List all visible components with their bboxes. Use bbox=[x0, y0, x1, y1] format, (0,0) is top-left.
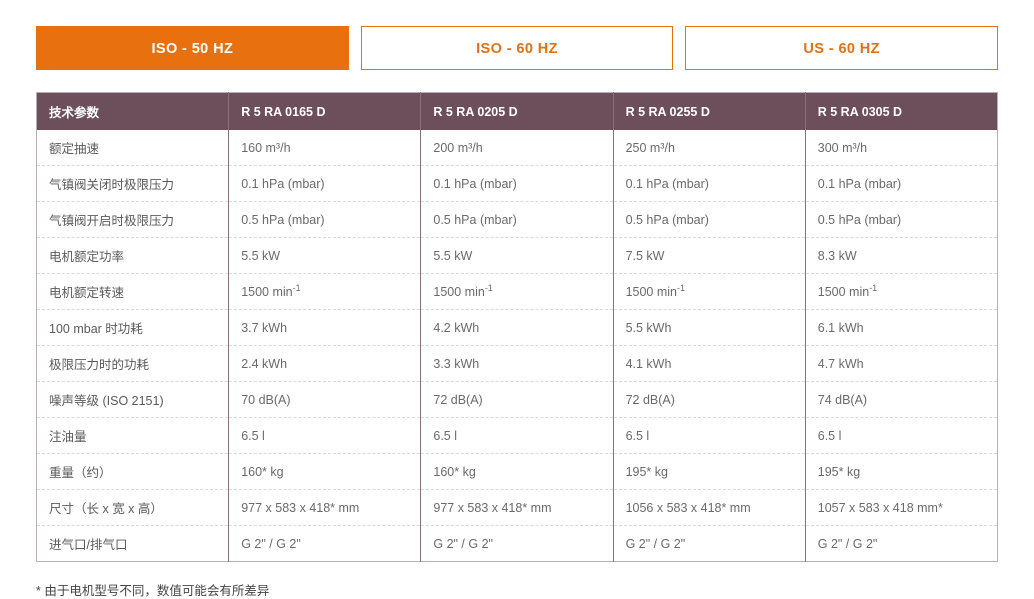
row-label: 重量（约） bbox=[36, 453, 230, 490]
row-value: 1500 min-1 bbox=[228, 273, 422, 310]
row-value: 72 dB(A) bbox=[613, 381, 806, 418]
table-row: 极限压力时的功耗 2.4 kWh 3.3 kWh 4.1 kWh 4.7 kWh bbox=[36, 345, 998, 382]
row-label: 尺寸（长 x 宽 x 高） bbox=[36, 489, 230, 526]
row-value: 1500 min-1 bbox=[613, 273, 806, 310]
table-body: 额定抽速 160 m³/h 200 m³/h 250 m³/h 300 m³/h 气镇阀关… bbox=[36, 130, 998, 562]
row-label: 进气口/排气口 bbox=[36, 525, 230, 562]
table-row: 额定抽速 160 m³/h 200 m³/h 250 m³/h 300 m³/h bbox=[36, 130, 998, 166]
row-value: 2.4 kWh bbox=[228, 345, 422, 382]
table-row: 电机额定转速 1500 min-1 1500 min-1 1500 min-1 1500… bbox=[36, 273, 998, 310]
row-value: 5.5 kW bbox=[228, 237, 422, 274]
row-value: 6.5 l bbox=[420, 417, 614, 454]
row-value: 4.2 kWh bbox=[420, 309, 614, 346]
table-row: 进气口/排气口 G 2" / G 2" G 2" / G 2" G 2" / G 2"… bbox=[36, 525, 998, 562]
row-label: 噪声等级 (ISO 2151) bbox=[36, 381, 230, 418]
row-value: 4.7 kWh bbox=[805, 345, 998, 382]
row-label: 气镇阀开启时极限压力 bbox=[36, 201, 230, 238]
row-value: 977 x 583 x 418* mm bbox=[420, 489, 614, 526]
row-value: 3.3 kWh bbox=[420, 345, 614, 382]
row-value: 5.5 kW bbox=[420, 237, 614, 274]
tab-iso-60-hz[interactable]: ISO - 60 HZ bbox=[360, 26, 674, 70]
row-value: 0.1 hPa (mbar) bbox=[228, 165, 422, 202]
row-value: 195* kg bbox=[613, 453, 806, 490]
row-value: 6.5 l bbox=[613, 417, 806, 454]
column-header-model-3: R 5 RA 0255 D bbox=[613, 92, 806, 130]
row-value: 250 m³/h bbox=[613, 130, 806, 166]
column-header-model-2: R 5 RA 0205 D bbox=[420, 92, 614, 130]
table-row: 重量（约） 160* kg 160* kg 195* kg 195* kg bbox=[36, 453, 998, 490]
row-value: 1500 min-1 bbox=[420, 273, 614, 310]
column-header-parameter: 技术参数 bbox=[36, 92, 230, 130]
table-row: 电机额定功率 5.5 kW 5.5 kW 7.5 kW 8.3 kW bbox=[36, 237, 998, 274]
row-value: G 2" / G 2" bbox=[420, 525, 614, 562]
table-row: 气镇阀关闭时极限压力 0.1 hPa (mbar) 0.1 hPa (mbar) 0.… bbox=[36, 165, 998, 202]
row-label: 气镇阀关闭时极限压力 bbox=[36, 165, 230, 202]
tab-us-60-hz[interactable]: US - 60 HZ bbox=[685, 26, 999, 70]
row-label: 100 mbar 时功耗 bbox=[36, 309, 230, 346]
row-value: 195* kg bbox=[805, 453, 998, 490]
row-value: 0.1 hPa (mbar) bbox=[420, 165, 614, 202]
row-value: 0.5 hPa (mbar) bbox=[228, 201, 422, 238]
table-row: 气镇阀开启时极限压力 0.5 hPa (mbar) 0.5 hPa (mbar) 0.… bbox=[36, 201, 998, 238]
row-label: 注油量 bbox=[36, 417, 230, 454]
column-header-model-1: R 5 RA 0165 D bbox=[228, 92, 422, 130]
row-value: G 2" / G 2" bbox=[613, 525, 806, 562]
row-value: 1500 min-1 bbox=[805, 273, 998, 310]
frequency-tab-bar: ISO - 50 HZ ISO - 60 HZ US - 60 HZ bbox=[0, 0, 1034, 70]
row-value: 6.1 kWh bbox=[805, 309, 998, 346]
row-label: 电机额定转速 bbox=[36, 273, 230, 310]
row-value: G 2" / G 2" bbox=[228, 525, 422, 562]
row-value: 160* kg bbox=[228, 453, 422, 490]
tab-iso-50-hz[interactable]: ISO - 50 HZ bbox=[36, 26, 349, 70]
row-value: 1057 x 583 x 418 mm* bbox=[805, 489, 998, 526]
row-value: 7.5 kW bbox=[613, 237, 806, 274]
row-value: 200 m³/h bbox=[420, 130, 614, 166]
row-label: 极限压力时的功耗 bbox=[36, 345, 230, 382]
row-value: 6.5 l bbox=[228, 417, 422, 454]
row-value: 72 dB(A) bbox=[420, 381, 614, 418]
footnote-text: * 由于电机型号不同，数值可能会有所差异 bbox=[36, 584, 270, 598]
row-value: 0.5 hPa (mbar) bbox=[613, 201, 806, 238]
row-value: 300 m³/h bbox=[817, 140, 868, 155]
row-value: 1056 x 583 x 418* mm bbox=[613, 489, 806, 526]
row-value: 0.5 hPa (mbar) bbox=[420, 201, 614, 238]
row-value: 0.1 hPa (mbar) bbox=[805, 165, 998, 202]
row-value: 5.5 kWh bbox=[613, 309, 806, 346]
column-header-model-4: R 5 RA 0305 D bbox=[805, 92, 998, 130]
row-value: 6.5 l bbox=[805, 417, 998, 454]
row-value: 0.1 hPa (mbar) bbox=[613, 165, 806, 202]
row-value: 8.3 kW bbox=[805, 237, 998, 274]
table-row: 100 mbar 时功耗 3.7 kWh 4.2 kWh 5.5 kWh 6.1 kWh bbox=[36, 309, 998, 346]
row-value: 74 dB(A) bbox=[805, 381, 998, 418]
row-label: 额定抽速 bbox=[36, 130, 230, 166]
row-value: 4.1 kWh bbox=[613, 345, 806, 382]
table-row: 尺寸（长 x 宽 x 高） 977 x 583 x 418* mm 977 x 58… bbox=[36, 489, 998, 526]
row-value: G 2" / G 2" bbox=[805, 525, 998, 562]
row-label: 电机额定功率 bbox=[36, 237, 230, 274]
row-value: 70 dB(A) bbox=[228, 381, 422, 418]
row-value: 160* kg bbox=[420, 453, 614, 490]
row-value: 977 x 583 x 418* mm bbox=[228, 489, 422, 526]
row-value: 160 m³/h bbox=[228, 130, 422, 166]
row-value: 0.5 hPa (mbar) bbox=[805, 201, 998, 238]
row-value: 3.7 kWh bbox=[228, 309, 422, 346]
table-row: 噪声等级 (ISO 2151) 70 dB(A) 72 dB(A) 72 dB(A) 7… bbox=[36, 381, 998, 418]
table-row: 注油量 6.5 l 6.5 l 6.5 l 6.5 l bbox=[36, 417, 998, 454]
